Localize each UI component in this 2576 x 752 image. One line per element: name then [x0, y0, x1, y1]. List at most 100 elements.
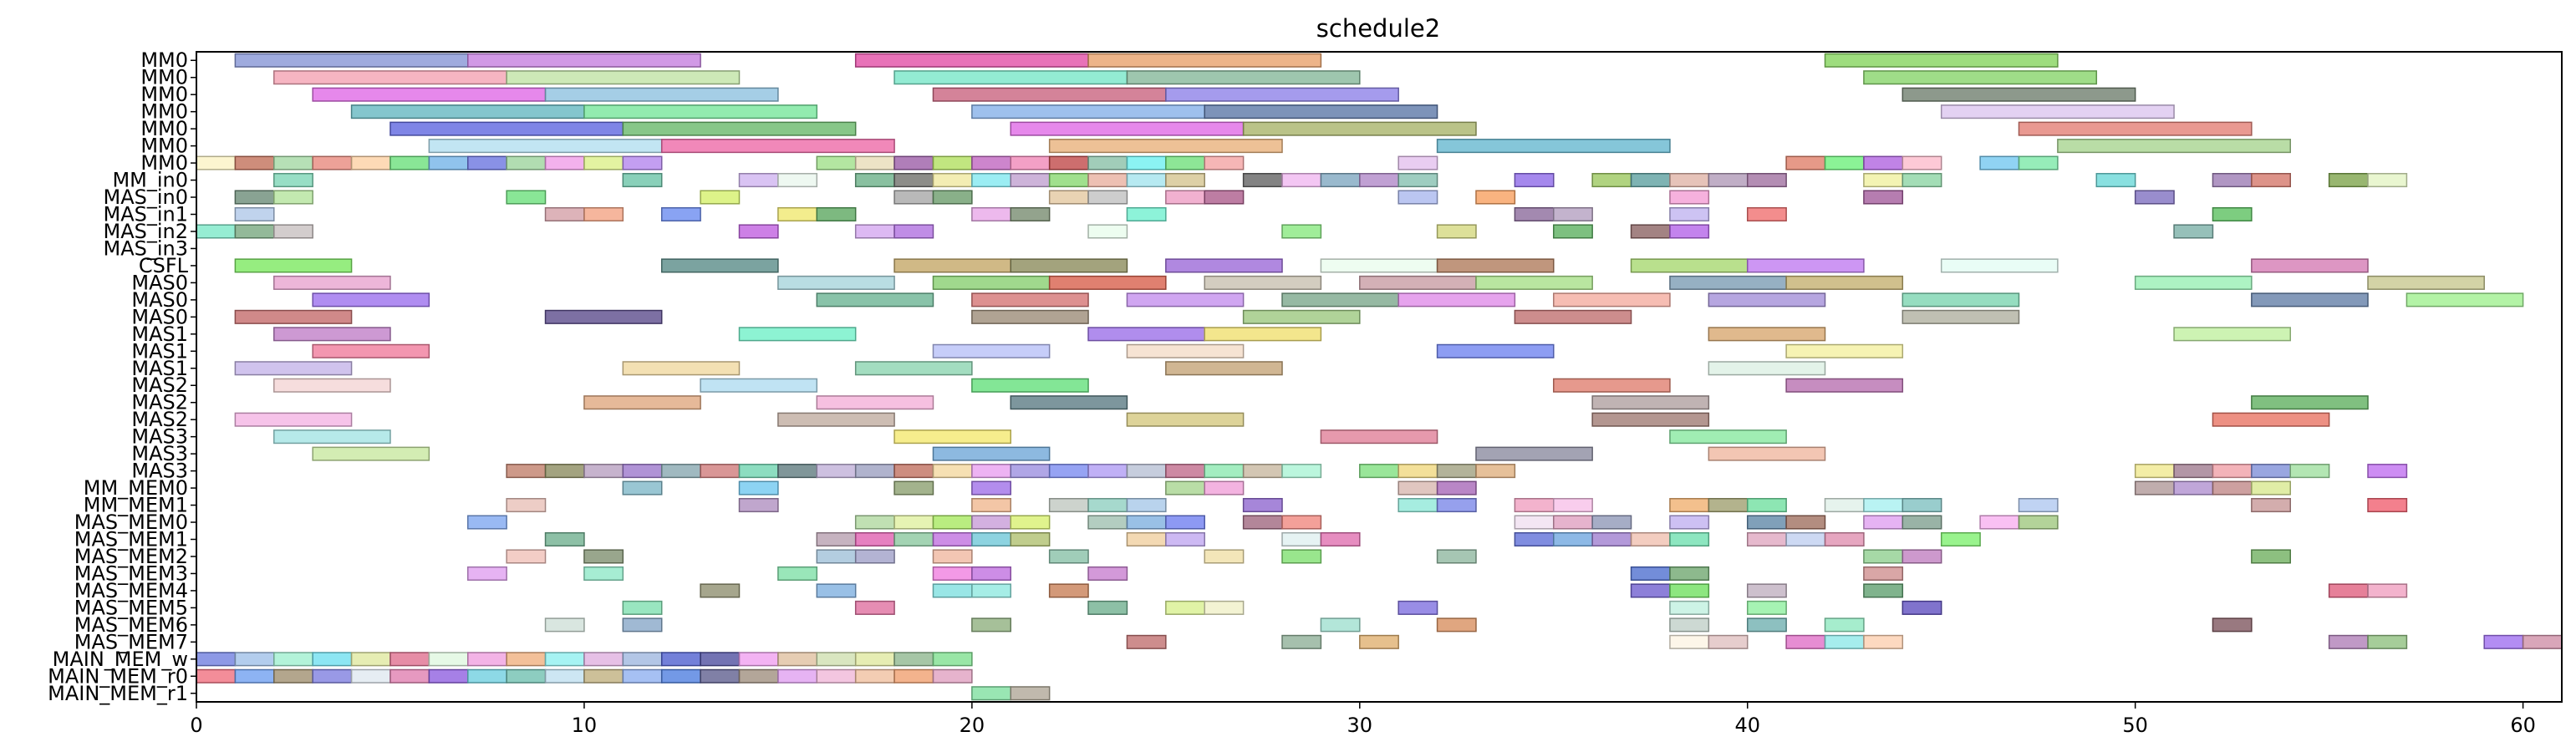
task-bar	[273, 652, 313, 667]
task-bar	[854, 600, 895, 615]
task-bar	[1010, 395, 1128, 410]
task-bar	[1126, 412, 1245, 427]
task-bar	[1785, 378, 1904, 393]
task-bar	[2367, 464, 2408, 479]
task-bar	[1669, 190, 1710, 205]
task-bar	[583, 464, 624, 479]
task-bar	[854, 464, 895, 479]
task-bar	[1397, 464, 1438, 479]
x-tick-label: 50	[2122, 714, 2148, 737]
task-bar	[1785, 634, 1826, 649]
task-bar	[506, 652, 547, 667]
task-bar	[544, 155, 585, 170]
task-bar	[1514, 515, 1555, 530]
task-bar	[2173, 480, 2214, 495]
y-tick-label: MM_MEM1	[84, 494, 188, 517]
task-bar	[312, 292, 430, 307]
task-bar	[1281, 634, 1322, 649]
task-bar	[1048, 155, 1089, 170]
task-bar	[2328, 583, 2369, 598]
task-bar	[893, 190, 934, 205]
task-bar	[196, 668, 237, 683]
task-bar	[971, 464, 1012, 479]
task-bar	[660, 139, 895, 154]
task-bar	[1824, 155, 1865, 170]
task-bar	[1010, 258, 1128, 273]
task-bar	[738, 480, 779, 495]
task-bar	[738, 668, 779, 683]
y-tick-label: MAS2	[131, 373, 188, 397]
task-bar	[622, 361, 741, 376]
task-bar	[2095, 173, 2136, 188]
task-bar	[1126, 155, 1167, 170]
task-bar	[1863, 498, 1904, 513]
task-bar	[2328, 634, 2369, 649]
y-tick-label: MAS_MEM3	[74, 561, 188, 585]
task-bar	[1126, 292, 1245, 307]
task-bar	[1010, 515, 1051, 530]
task-bar	[1397, 190, 1438, 205]
task-bar	[1359, 634, 1399, 649]
task-bar	[893, 173, 934, 188]
task-bar	[893, 668, 934, 683]
y-tick-label: MAS0	[131, 305, 188, 328]
task-bar	[1553, 531, 1593, 547]
task-bar	[932, 343, 1051, 358]
task-bar	[700, 464, 741, 479]
task-bar	[1359, 464, 1399, 479]
task-bar	[816, 531, 857, 547]
task-bar	[2367, 173, 2408, 188]
task-bar	[312, 668, 353, 683]
task-bar	[1048, 498, 1089, 513]
task-bar	[1630, 258, 1749, 273]
task-bar	[854, 173, 895, 188]
task-bar	[1514, 531, 1555, 547]
task-bar	[1514, 498, 1555, 513]
task-bar	[777, 668, 818, 683]
task-bar	[971, 566, 1012, 581]
task-bar	[622, 173, 663, 188]
task-bar	[1126, 498, 1167, 513]
y-tick-label: MAS2	[131, 391, 188, 414]
task-bar	[1204, 480, 1245, 495]
task-bar	[777, 173, 818, 188]
task-bar	[1669, 173, 1710, 188]
task-bar	[1436, 258, 1555, 273]
task-bar	[2251, 292, 2369, 307]
task-bar	[312, 446, 430, 461]
task-bar	[467, 652, 507, 667]
task-bar	[1359, 275, 1477, 290]
task-bar	[1708, 498, 1749, 513]
y-tick-label: MAS_in1	[103, 203, 188, 226]
y-axis: MM0MM0MM0MM0MM0MM0MM0MM_in0MAS_in0MAS_in…	[48, 48, 196, 705]
task-bar	[2251, 258, 2369, 273]
task-bar	[1669, 566, 1710, 581]
task-bar	[738, 652, 779, 667]
task-bar	[1204, 464, 1245, 479]
task-bar	[583, 652, 624, 667]
task-bar	[467, 53, 701, 68]
x-tick-label: 0	[190, 714, 202, 737]
task-bar	[971, 531, 1012, 547]
task-bar	[1087, 224, 1128, 239]
task-bar	[1669, 275, 1787, 290]
task-bar	[1708, 327, 1826, 342]
task-bar	[660, 652, 701, 667]
task-bar	[622, 600, 663, 615]
task-bar	[1242, 464, 1283, 479]
task-bar	[1204, 327, 1322, 342]
task-bar	[544, 668, 585, 683]
task-bar	[1165, 190, 1205, 205]
task-bar	[467, 566, 507, 581]
task-bar	[893, 258, 1012, 273]
task-bar	[700, 583, 741, 598]
task-bar	[1242, 173, 1283, 188]
task-bar	[1204, 190, 1245, 205]
task-bar	[893, 515, 934, 530]
task-bar	[1165, 600, 1205, 615]
task-bar	[506, 190, 547, 205]
task-bar	[1863, 583, 1904, 598]
task-bar	[932, 190, 973, 205]
task-bar	[738, 464, 779, 479]
task-bar	[1514, 309, 1632, 324]
